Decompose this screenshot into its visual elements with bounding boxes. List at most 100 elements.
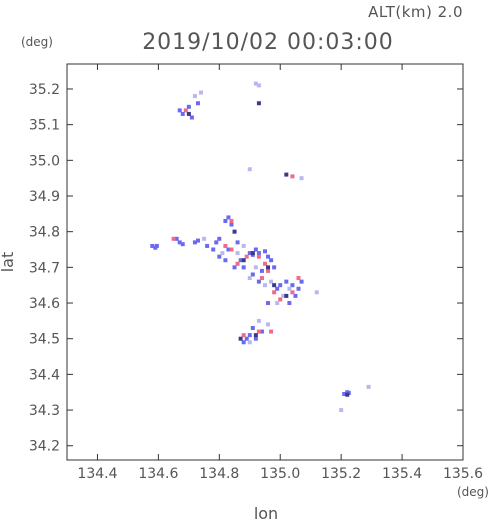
x-tick-label: 134.4	[77, 466, 117, 482]
data-point	[229, 222, 234, 227]
data-point	[253, 333, 258, 338]
data-point	[269, 329, 274, 334]
y-tick-label: 34.8	[29, 225, 60, 241]
y-tick-label: 34.4	[29, 367, 60, 383]
data-point	[150, 243, 155, 248]
data-point	[253, 81, 258, 86]
data-point	[269, 279, 274, 284]
data-point	[290, 174, 295, 179]
data-point	[287, 301, 292, 306]
data-point	[220, 251, 225, 256]
data-point	[183, 108, 188, 113]
data-point	[250, 272, 255, 277]
data-point	[256, 251, 261, 256]
y-tick-label: 34.7	[29, 260, 60, 276]
data-point	[180, 242, 185, 247]
data-point	[266, 322, 271, 327]
data-point	[266, 265, 271, 270]
x-tick-label: 135.0	[260, 466, 300, 482]
data-point	[232, 229, 237, 234]
data-point	[217, 254, 222, 259]
axis-ticks	[67, 64, 464, 460]
data-point	[247, 167, 252, 172]
data-point	[284, 293, 289, 298]
data-point	[247, 340, 252, 345]
data-point	[256, 318, 261, 323]
data-point	[223, 258, 228, 263]
data-point	[192, 240, 197, 245]
data-point	[238, 258, 243, 263]
x-tick-label: 134.8	[199, 466, 239, 482]
y-tick-label: 35.2	[29, 82, 60, 98]
data-point	[290, 283, 295, 288]
data-point	[214, 240, 219, 245]
x-tick-label: 135.4	[382, 466, 422, 482]
data-point	[247, 333, 252, 338]
plot-frame	[66, 63, 464, 461]
data-point	[256, 83, 261, 88]
data-point	[250, 251, 255, 256]
data-point	[205, 243, 210, 248]
data-point	[253, 247, 258, 252]
data-point	[259, 268, 264, 273]
data-point	[314, 290, 319, 295]
data-point	[235, 240, 240, 245]
data-point	[342, 392, 347, 396]
data-point	[226, 215, 231, 220]
data-point	[223, 243, 228, 248]
x-tick-label: 135.6	[443, 466, 483, 482]
data-point	[275, 301, 280, 306]
data-point	[345, 392, 350, 397]
data-point	[241, 258, 246, 263]
data-point	[189, 115, 194, 120]
data-point	[299, 279, 304, 284]
data-point	[278, 283, 283, 288]
data-point	[287, 286, 292, 291]
data-point	[211, 247, 216, 252]
data-point	[256, 101, 261, 106]
data-point	[192, 94, 197, 99]
data-point	[244, 336, 249, 341]
data-point	[177, 108, 182, 113]
y-unit-label: (deg)	[21, 35, 53, 49]
y-tick-label: 34.6	[29, 296, 60, 312]
y-tick-label: 35.0	[29, 153, 60, 169]
data-point	[199, 90, 204, 95]
data-point	[241, 340, 246, 345]
data-point	[272, 283, 277, 288]
data-point	[195, 238, 200, 243]
x-tick-labels: 134.4 134.6 134.8 135.0 135.2 135.4 135.6	[77, 466, 483, 482]
data-point	[272, 290, 277, 295]
data-point	[241, 265, 246, 270]
y-axis-title: lat	[0, 252, 17, 273]
y-tick-label: 34.9	[29, 189, 60, 205]
data-point	[293, 293, 298, 298]
data-point	[278, 297, 283, 302]
data-point	[299, 176, 304, 181]
y-tick-label: 35.1	[29, 118, 60, 134]
y-tick-label: 34.5	[29, 332, 60, 348]
data-point	[256, 329, 261, 334]
data-points	[150, 81, 371, 413]
data-point	[241, 333, 246, 338]
data-point	[263, 249, 267, 254]
data-point	[269, 258, 274, 263]
data-point	[266, 254, 271, 259]
data-point	[275, 286, 280, 291]
data-point	[154, 243, 159, 248]
data-point	[281, 293, 286, 298]
data-point	[186, 111, 191, 116]
data-point	[290, 290, 295, 295]
data-point	[177, 240, 182, 245]
data-point	[296, 286, 301, 291]
data-point	[235, 251, 240, 256]
data-point	[263, 261, 267, 266]
data-point	[266, 301, 271, 306]
data-point	[217, 236, 222, 241]
y-tick-labels: 34.2 34.3 34.4 34.5 34.6 34.7 34.8 34.9 35.0 35.1…	[29, 82, 60, 455]
data-point	[296, 276, 301, 281]
data-point	[253, 265, 258, 270]
data-point	[253, 336, 258, 341]
data-point	[195, 101, 200, 106]
